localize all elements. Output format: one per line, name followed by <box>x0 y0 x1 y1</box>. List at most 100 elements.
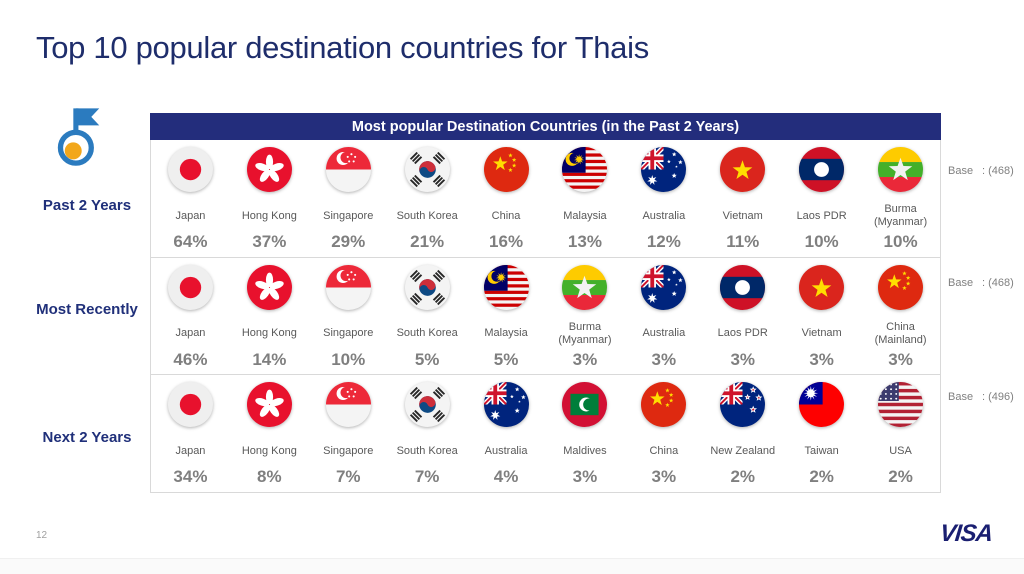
country-name: Burma (Myanmar) <box>558 320 612 346</box>
country-name: Taiwan <box>804 444 839 457</box>
destination-cell: Taiwan 2% <box>782 375 861 492</box>
destination-cell: Singapore 7% <box>309 375 388 492</box>
percentage-value: 16% <box>489 232 524 251</box>
percentage-value: 3% <box>888 349 913 369</box>
page-number: 12 <box>36 530 48 541</box>
destination-cell: Australia 3% <box>624 258 703 375</box>
destination-cell: Malaysia 5% <box>467 258 546 375</box>
flag-laos-icon <box>720 264 766 315</box>
country-name: Australia <box>642 209 686 222</box>
flag-singapore-icon <box>325 264 371 315</box>
flag-australia-icon <box>483 382 529 432</box>
destination-cell: China 16% <box>467 140 546 257</box>
percentage-value: 3% <box>651 467 677 487</box>
base-value: : (468) <box>982 277 1014 289</box>
destination-cell: Laos PDR 10% <box>782 140 861 257</box>
flag-pin-icon <box>57 108 100 166</box>
base-size-row-1: Base : (468) <box>948 165 1014 177</box>
flag-maldives-icon <box>562 382 608 432</box>
percentage-value: 10% <box>804 232 839 251</box>
country-name: New Zealand <box>710 444 776 457</box>
destination-cell: Vietnam 3% <box>782 258 861 375</box>
destination-cell: Burma (Myanmar) 3% <box>546 258 625 375</box>
flag-australia-icon <box>641 147 687 197</box>
percentage-value: 11% <box>726 232 760 251</box>
country-name: Australia <box>642 327 686 340</box>
percentage-value: 10% <box>331 349 366 369</box>
country-name: Malaysia <box>484 327 528 340</box>
percentage-value: 46% <box>173 349 208 369</box>
percentage-value: 3% <box>730 349 756 369</box>
base-size-row-2: Base : (468) <box>948 277 1014 289</box>
percentage-value: 7% <box>414 467 440 487</box>
flag-china-icon <box>878 264 924 315</box>
percentage-value: 5% <box>493 349 519 369</box>
flag-myanmar-icon <box>562 264 608 315</box>
destination-cell: Burma (Myanmar) 10% <box>861 140 940 257</box>
base-label: Base <box>948 277 974 289</box>
country-name: Laos PDR <box>717 327 768 340</box>
destination-cell: South Korea 21% <box>388 140 467 257</box>
destination-cell: Japan 64% <box>151 140 230 257</box>
flag-hongkong-icon <box>246 382 292 432</box>
destination-cell: Vietnam 11% <box>703 140 782 257</box>
destination-cell: USA 2% <box>861 375 940 492</box>
table-row: Japan 64% Hong Kong 37% Singapore 29% South Ko… <box>151 140 940 257</box>
destination-cell: Singapore 29% <box>309 140 388 257</box>
destination-cell: South Korea 5% <box>388 258 467 375</box>
country-name: Hong Kong <box>241 444 297 457</box>
base-value: : (496) <box>982 391 1014 403</box>
percentage-value: 3% <box>572 467 598 487</box>
destination-cell: Japan 34% <box>151 375 230 492</box>
destination-cell: China (Mainland) 3% <box>861 258 940 375</box>
destination-cell: Maldives 3% <box>546 375 625 492</box>
destination-cell: Hong Kong 14% <box>230 258 309 375</box>
destination-cell: South Korea 7% <box>388 375 467 492</box>
country-name: Japan <box>175 209 206 222</box>
percentage-value: 3% <box>651 349 677 369</box>
destination-cell: Hong Kong 8% <box>230 375 309 492</box>
table-row: Japan 34% Hong Kong 8% Singapore 7% South Kore… <box>151 374 940 492</box>
table-rows: Japan 64% Hong Kong 37% Singapore 29% South Ko… <box>150 140 941 493</box>
flag-usa-icon <box>878 382 924 432</box>
percentage-value: 2% <box>730 467 756 487</box>
flag-china-icon <box>641 382 687 432</box>
flag-singapore-icon <box>325 382 371 432</box>
row-label-past-2-years: Past 2 Years <box>42 197 132 214</box>
destination-cell: Malaysia 13% <box>546 140 625 257</box>
destination-cell: China 3% <box>624 375 703 492</box>
country-name: China (Mainland) <box>874 320 927 346</box>
flag-japan-icon <box>167 382 213 432</box>
footer-bar <box>0 558 1024 574</box>
destination-cell: Hong Kong 37% <box>230 140 309 257</box>
visa-logo: VISA <box>938 520 994 547</box>
percentage-value: 14% <box>252 349 287 369</box>
flag-vietnam-icon <box>799 264 845 315</box>
country-name: Japan <box>175 327 206 340</box>
flag-newzealand-icon <box>720 382 766 432</box>
percentage-value: 21% <box>410 232 445 251</box>
flag-laos-icon <box>799 147 845 197</box>
country-name: Laos PDR <box>796 209 847 222</box>
flag-japan-icon <box>167 147 213 197</box>
country-name: Singapore <box>323 444 374 457</box>
percentage-value: 37% <box>252 232 287 251</box>
flag-malaysia-icon <box>483 264 529 315</box>
percentage-value: 8% <box>257 467 282 487</box>
flag-taiwan-icon <box>799 382 845 432</box>
percentage-value: 13% <box>567 232 602 251</box>
flag-hongkong-icon <box>246 147 292 197</box>
percentage-value: 7% <box>335 467 361 487</box>
flag-southkorea-icon <box>404 382 450 432</box>
destination-cell: Laos PDR 3% <box>703 258 782 375</box>
flag-china-icon <box>483 147 529 197</box>
table-row: Japan 46% Hong Kong 14% Singapore 10% South Ko… <box>151 256 940 375</box>
destination-cell: Australia 12% <box>624 140 703 257</box>
country-name: South Korea <box>396 209 458 222</box>
row-label-most-recently: Most Recently <box>36 301 138 318</box>
flag-australia-icon <box>641 264 687 315</box>
flag-vietnam-icon <box>720 147 766 197</box>
country-name: China <box>491 209 521 222</box>
flag-japan-icon <box>167 264 213 315</box>
percentage-value: 29% <box>331 232 366 251</box>
